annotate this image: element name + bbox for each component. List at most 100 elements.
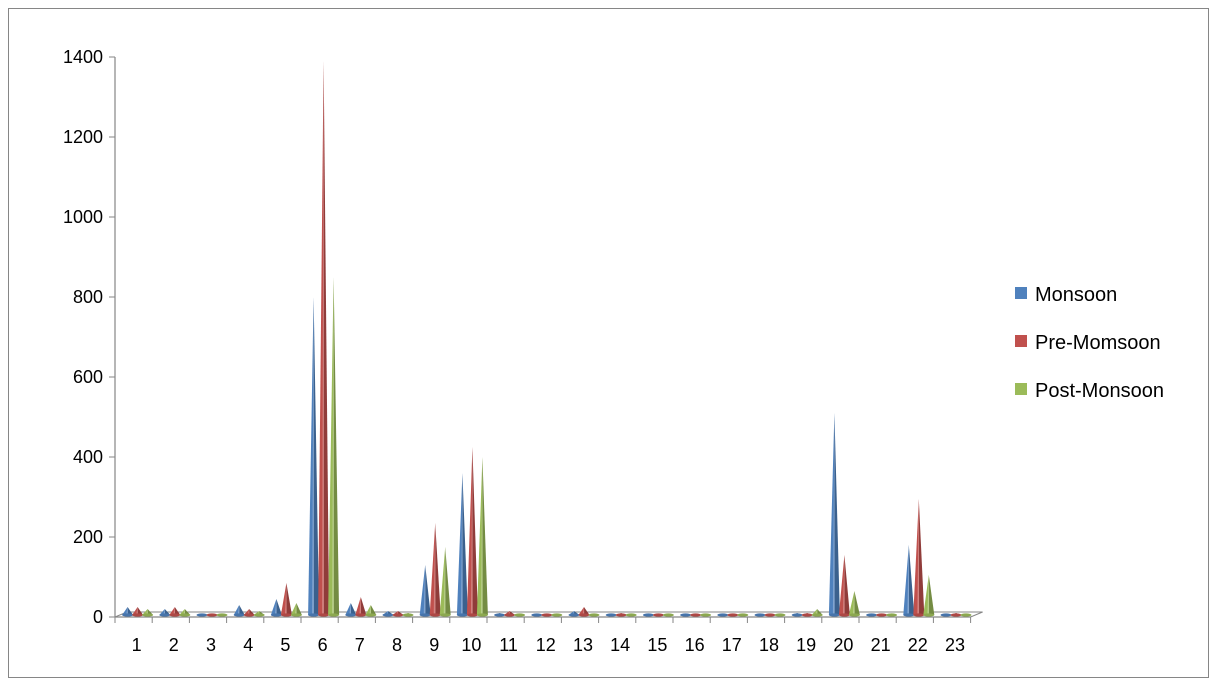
cone-pre-momsoon-2 — [169, 607, 181, 617]
legend-label: Pre-Momsoon — [1035, 332, 1161, 354]
cone-monsoon-13 — [568, 611, 580, 617]
cone-pre-momsoon-11 — [504, 611, 516, 617]
cone-pre-momsoon-9 — [429, 523, 441, 617]
cone-pre-momsoon-19 — [801, 613, 813, 617]
cone-monsoon-17 — [717, 613, 729, 617]
x-tick-label: 23 — [945, 635, 965, 655]
cone-post-monsoon-21 — [886, 613, 898, 617]
cone-pre-momsoon-12 — [541, 613, 553, 617]
cone-post-monsoon-12 — [551, 613, 563, 617]
cone-pre-momsoon-20 — [838, 555, 850, 617]
cone-post-monsoon-22 — [923, 575, 935, 617]
cone-monsoon-18 — [754, 613, 766, 617]
cone-monsoon-16 — [680, 613, 692, 617]
cone-post-monsoon-20 — [848, 591, 860, 617]
cone-pre-momsoon-3 — [206, 613, 218, 617]
cone-post-monsoon-9 — [439, 547, 451, 617]
cone-post-monsoon-6 — [328, 277, 340, 617]
cone-post-monsoon-18 — [774, 613, 786, 617]
y-tick-label: 1200 — [63, 127, 103, 147]
cone-monsoon-3 — [196, 613, 208, 617]
cone-monsoon-2 — [159, 609, 171, 617]
cone-post-monsoon-15 — [662, 613, 674, 617]
x-tick-label: 10 — [461, 635, 481, 655]
cone-pre-momsoon-1 — [132, 607, 144, 617]
cone-post-monsoon-2 — [179, 609, 191, 617]
x-tick-label: 6 — [318, 635, 328, 655]
x-tick-label: 4 — [243, 635, 253, 655]
cone-pre-momsoon-8 — [392, 611, 404, 617]
cone-monsoon-7 — [345, 603, 357, 617]
x-tick-label: 14 — [610, 635, 630, 655]
cone-pre-momsoon-22 — [913, 499, 925, 617]
cone-pre-momsoon-6 — [318, 61, 330, 617]
cone-pre-momsoon-5 — [280, 583, 292, 617]
y-axis-ticks: 0 200 400 600 800 1000 1200 1400 — [63, 47, 115, 627]
y-tick-label: 800 — [73, 287, 103, 307]
cone-post-monsoon-13 — [588, 613, 600, 617]
x-tick-label: 1 — [132, 635, 142, 655]
cone-monsoon-21 — [866, 613, 878, 617]
x-tick-label: 2 — [169, 635, 179, 655]
cone-post-monsoon-19 — [811, 609, 823, 617]
cone-post-monsoon-4 — [253, 611, 265, 617]
cone-pre-momsoon-21 — [876, 613, 888, 617]
x-tick-label: 11 — [499, 635, 518, 655]
legend-swatch-post-monsoon — [1015, 383, 1027, 395]
cone-monsoon-9 — [419, 565, 431, 617]
cone-post-monsoon-3 — [216, 613, 228, 617]
cone-monsoon-23 — [940, 613, 952, 617]
cone-monsoon-19 — [791, 613, 803, 617]
x-tick-label: 19 — [796, 635, 816, 655]
chart-frame: 0 200 400 600 800 1000 1200 1400 1 2 3 4 5 6 7 8 9 10 11 1… — [8, 8, 1209, 678]
x-tick-label: 16 — [685, 635, 705, 655]
x-tick-label: 3 — [206, 635, 216, 655]
cone-pre-momsoon-7 — [355, 597, 367, 617]
cone-monsoon-4 — [233, 605, 245, 617]
x-tick-label: 5 — [280, 635, 290, 655]
y-tick-label: 200 — [73, 527, 103, 547]
cone-post-monsoon-23 — [960, 613, 972, 617]
cone-pre-momsoon-23 — [950, 613, 962, 617]
cone-post-monsoon-10 — [476, 457, 488, 617]
cone-post-monsoon-17 — [737, 613, 749, 617]
cone-monsoon-6 — [308, 297, 320, 617]
x-tick-label: 17 — [722, 635, 742, 655]
legend-swatch-monsoon — [1015, 287, 1027, 299]
legend-swatch-pre-momsoon — [1015, 335, 1027, 347]
y-tick-label: 1000 — [63, 207, 103, 227]
cone-pre-momsoon-14 — [615, 613, 627, 617]
cone-post-monsoon-16 — [700, 613, 712, 617]
cone-pre-momsoon-16 — [690, 613, 702, 617]
y-tick-label: 400 — [73, 447, 103, 467]
cone-pre-momsoon-4 — [243, 609, 255, 617]
axes — [114, 57, 983, 618]
cone-monsoon-12 — [531, 613, 543, 617]
cone-monsoon-15 — [642, 613, 654, 617]
legend-label: Monsoon — [1035, 284, 1117, 306]
x-tick-label: 15 — [647, 635, 667, 655]
y-tick-label: 0 — [93, 607, 103, 627]
cone-pre-momsoon-13 — [578, 607, 590, 617]
plot-area — [122, 61, 972, 617]
x-tick-label: 12 — [536, 635, 556, 655]
cone-pre-momsoon-15 — [652, 613, 664, 617]
x-tick-label: 7 — [355, 635, 365, 655]
cone-post-monsoon-8 — [402, 613, 414, 617]
cone-post-monsoon-5 — [290, 603, 302, 617]
legend-label: Post-Monsoon — [1035, 380, 1164, 402]
cone-post-monsoon-14 — [625, 613, 637, 617]
cone-post-monsoon-7 — [365, 605, 377, 617]
x-tick-label: 21 — [871, 635, 891, 655]
cone-post-monsoon-1 — [142, 609, 154, 617]
cone-post-monsoon-11 — [514, 613, 526, 617]
x-tick-label: 18 — [759, 635, 779, 655]
x-tick-label: 20 — [833, 635, 853, 655]
x-axis-ticks: 1 2 3 4 5 6 7 8 9 10 11 12 13 14 15 16 17 18 19 20 21 22 23 — [114, 617, 972, 655]
legend: Monsoon Pre-Momsoon Post-Monsoon — [1015, 284, 1164, 402]
cone-monsoon-20 — [828, 413, 840, 617]
x-tick-label: 8 — [392, 635, 402, 655]
cone-monsoon-22 — [903, 545, 915, 617]
cone-monsoon-10 — [456, 473, 468, 617]
